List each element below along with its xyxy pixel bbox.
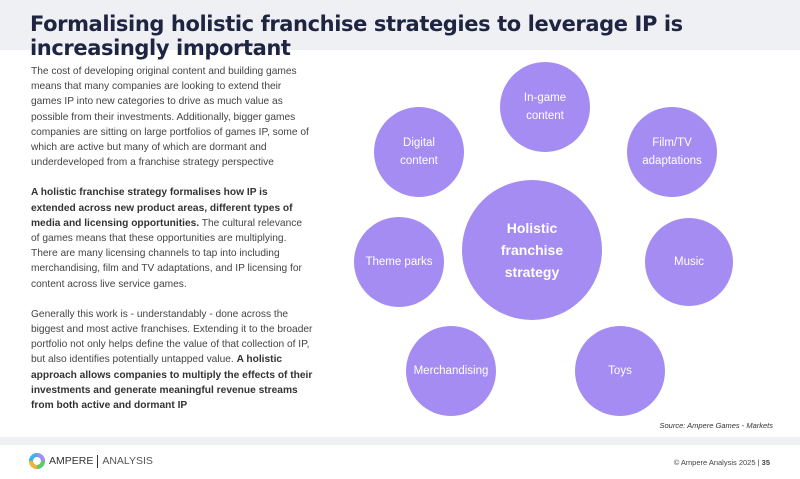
page-number: 35	[761, 458, 770, 467]
paragraph-3: Generally this work is - understandably …	[31, 307, 313, 413]
logo-text-ampere: AMPERE	[49, 455, 94, 467]
node-music: Music	[645, 218, 733, 306]
footer-band	[0, 437, 800, 445]
paragraph-3-bold: A holistic approach allows companies to …	[31, 354, 313, 412]
body-text: The cost of developing original content …	[31, 64, 313, 428]
node-film-tv: Film/TV adaptations	[627, 107, 717, 197]
node-toys: Toys	[575, 326, 665, 416]
copyright-text: © Ampere Analysis 2025 |	[673, 458, 762, 467]
node-theme-parks: Theme parks	[354, 217, 444, 307]
title-bar	[0, 0, 800, 50]
node-digital-content: Digital content	[374, 107, 464, 197]
logo-text-analysis: ANALYSIS	[102, 455, 153, 467]
ampere-logo: AMPERE ANALYSIS	[29, 453, 153, 469]
paragraph-2: A holistic franchise strategy formalises…	[31, 185, 313, 291]
paragraph-3-start: Generally this work is - understandably …	[31, 308, 313, 366]
paragraph-2-bold: A holistic franchise strategy formalises…	[31, 187, 293, 229]
logo-divider	[97, 454, 99, 468]
footer-copyright: © Ampere Analysis 2025 | 35	[674, 458, 770, 467]
node-in-game-content: In-game content	[500, 62, 590, 152]
node-merchandising: Merchandising	[406, 326, 496, 416]
paragraph-1: The cost of developing original content …	[31, 66, 309, 169]
center-circle: Holistic franchise strategy	[462, 180, 602, 320]
paragraph-2-rest: The cultural relevance of games means th…	[31, 217, 302, 290]
ampere-logo-icon	[29, 453, 45, 469]
source-note: Source: Ampere Games - Markets	[659, 421, 773, 430]
page-title: Formalising holistic franchise strategie…	[30, 12, 683, 60]
